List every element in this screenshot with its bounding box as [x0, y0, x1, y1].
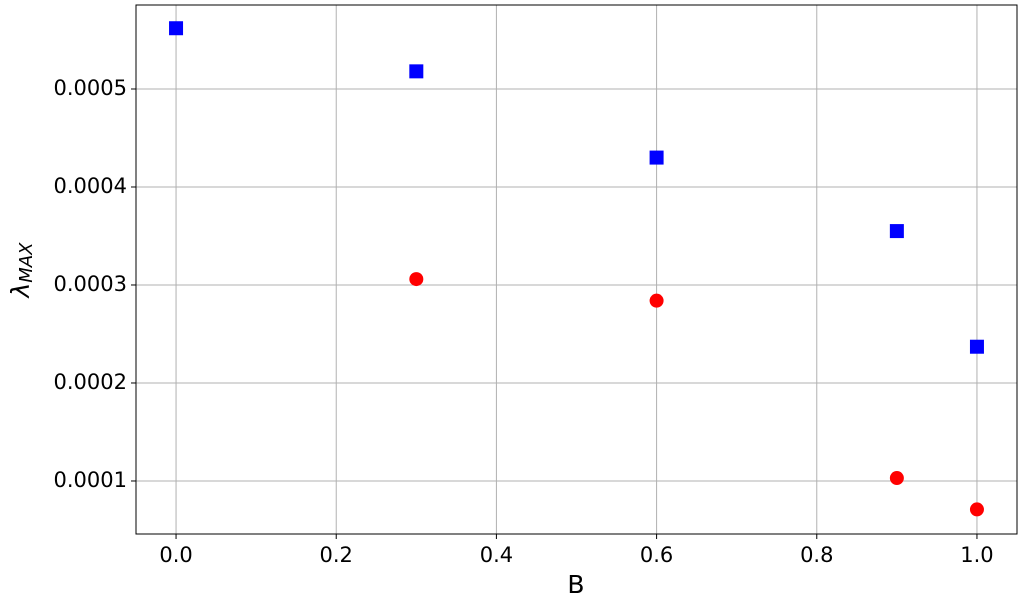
point	[969, 339, 984, 354]
x-axis-label: B	[567, 570, 584, 599]
point	[169, 21, 184, 36]
x-tick-label: 0.4	[480, 543, 513, 567]
y-axis-label: λMAX	[6, 242, 37, 300]
point	[649, 293, 664, 308]
point	[889, 224, 904, 239]
point	[409, 64, 424, 79]
point	[969, 502, 984, 517]
x-tick-label: 0.6	[640, 543, 673, 567]
x-tick-label: 0.2	[320, 543, 353, 567]
y-label-subscript: MAX	[16, 242, 37, 283]
point	[409, 272, 424, 287]
x-tick-label: 1.0	[960, 543, 993, 567]
x-tick-label: 0.0	[159, 543, 192, 567]
point	[889, 471, 904, 486]
y-tick-label: 0.0002	[54, 370, 127, 394]
x-tick-label: 0.8	[800, 543, 833, 567]
y-tick-label: 0.0003	[54, 272, 127, 296]
point	[649, 150, 664, 165]
y-tick-label: 0.0005	[54, 76, 127, 100]
y-tick-label: 0.0001	[54, 468, 127, 492]
y-label-symbol: λ	[6, 283, 35, 300]
y-tick-label: 0.0004	[54, 174, 127, 198]
plot-frame	[135, 4, 1018, 535]
